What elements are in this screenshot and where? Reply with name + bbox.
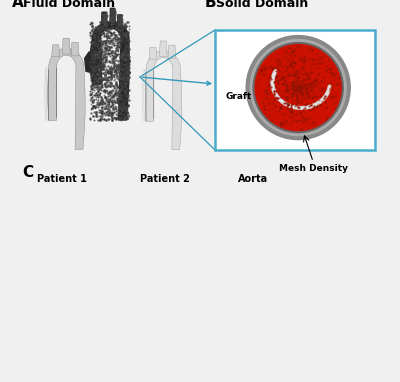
Polygon shape bbox=[340, 48, 347, 60]
Polygon shape bbox=[261, 43, 269, 56]
Text: Patient 2: Patient 2 bbox=[140, 174, 190, 184]
Polygon shape bbox=[336, 51, 372, 148]
Text: Mesh Density: Mesh Density bbox=[279, 164, 348, 173]
Polygon shape bbox=[118, 15, 122, 25]
Polygon shape bbox=[90, 22, 129, 120]
Polygon shape bbox=[215, 30, 375, 150]
Text: Aorta: Aorta bbox=[238, 174, 268, 184]
Text: Patient 1: Patient 1 bbox=[37, 174, 87, 184]
Polygon shape bbox=[350, 42, 357, 57]
Polygon shape bbox=[272, 71, 330, 117]
Text: B: B bbox=[205, 0, 217, 10]
Text: Fluid Domain: Fluid Domain bbox=[23, 0, 115, 10]
Polygon shape bbox=[102, 12, 107, 25]
Polygon shape bbox=[242, 45, 250, 57]
Polygon shape bbox=[358, 46, 366, 58]
Polygon shape bbox=[145, 51, 182, 150]
Polygon shape bbox=[62, 38, 70, 54]
Circle shape bbox=[255, 45, 341, 131]
Polygon shape bbox=[252, 39, 260, 55]
Polygon shape bbox=[85, 52, 98, 73]
Text: Graft: Graft bbox=[225, 92, 251, 101]
Circle shape bbox=[253, 43, 343, 133]
Polygon shape bbox=[71, 42, 79, 56]
Polygon shape bbox=[238, 52, 258, 81]
Polygon shape bbox=[238, 49, 275, 148]
Text: C: C bbox=[22, 165, 33, 180]
Polygon shape bbox=[160, 41, 167, 57]
Text: Solid Domain: Solid Domain bbox=[216, 0, 308, 10]
Polygon shape bbox=[336, 54, 355, 83]
Circle shape bbox=[246, 36, 350, 139]
Circle shape bbox=[250, 40, 346, 136]
Polygon shape bbox=[48, 48, 85, 149]
Polygon shape bbox=[110, 8, 115, 23]
Text: A: A bbox=[12, 0, 24, 10]
Polygon shape bbox=[52, 45, 60, 57]
Polygon shape bbox=[168, 45, 176, 58]
FancyArrowPatch shape bbox=[143, 77, 211, 85]
Polygon shape bbox=[149, 47, 157, 59]
